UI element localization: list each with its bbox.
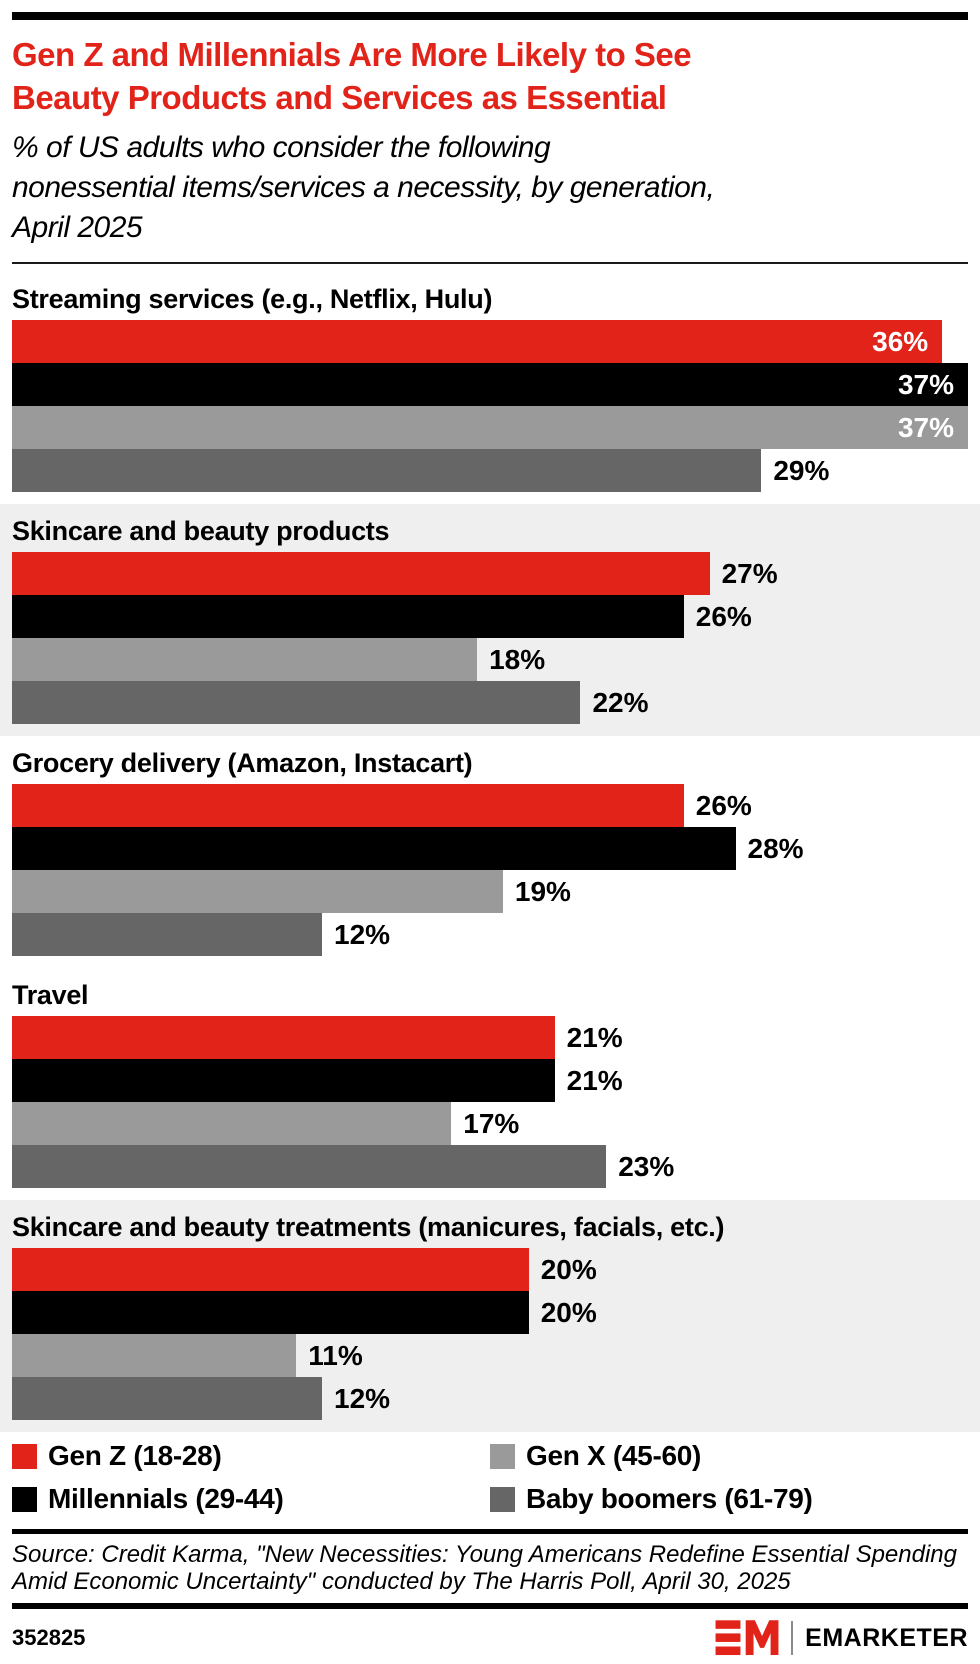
bar-row: 12% (12, 1377, 968, 1421)
bar-row: 26% (12, 784, 968, 828)
emarketer-logo-icon (715, 1620, 779, 1656)
bar-row: 37% (12, 363, 968, 407)
source-note: Source: Credit Karma, "New Necessities: … (12, 1541, 957, 1596)
legend-swatch-icon (490, 1486, 515, 1512)
bar-value-label: 37% (897, 411, 954, 443)
bar-value-label: 36% (872, 325, 929, 357)
category-label: Travel (12, 980, 89, 1011)
chart-id: 352825 (12, 1625, 86, 1651)
bar-millennials-29-44 (12, 1291, 529, 1335)
bar-value-label: 37% (897, 368, 954, 400)
header-divider (12, 262, 968, 265)
bar-row: 17% (12, 1102, 968, 1146)
bar-value-label: 22% (592, 686, 649, 718)
category-group-grocery-delivery-amazon-instac: Grocery delivery (Amazon, Instacart) 26% 2… (0, 736, 980, 968)
bar-value-label: 26% (695, 789, 752, 821)
bar-gen-z-18-28 (12, 1248, 529, 1292)
bar-value-label: 20% (540, 1253, 597, 1285)
category-group-skincare-and-beauty-treatments: Skincare and beauty treatments (manicure… (0, 1200, 980, 1433)
category-group-travel: Travel 21% 21% 17% 23% (0, 968, 980, 1200)
bar-gen-x-45-60 (12, 1334, 297, 1378)
bar-millennials-29-44 (12, 595, 684, 639)
bar-value-label: 27% (721, 557, 778, 589)
bar-value-label: 23% (618, 1150, 675, 1182)
legend-swatch-icon (12, 1486, 37, 1512)
bar-gen-x-45-60 (12, 870, 503, 914)
chart-legend: Gen Z (18-28) Millennials (29-44) Gen X (4… (12, 1440, 968, 1515)
legend-item-gen-z-18-28: Gen Z (18-28) (12, 1440, 490, 1472)
bar-value-label: 18% (489, 643, 546, 675)
legend-swatch-icon (12, 1443, 37, 1469)
bar-row: 19% (12, 870, 968, 914)
bar-row: 18% (12, 638, 968, 682)
bar-row: 11% (12, 1334, 968, 1378)
bar-millennials-29-44 (12, 827, 736, 871)
bar-row: 21% (12, 1016, 968, 1060)
bar-value-label: 28% (747, 832, 804, 864)
bar-value-label: 17% (463, 1107, 520, 1139)
bar-row: 26% (12, 595, 968, 639)
source-divider-top (12, 1529, 968, 1535)
bar-row: 12% (12, 913, 968, 957)
bar-row: 20% (12, 1248, 968, 1292)
category-group-skincare-and-beauty-products: Skincare and beauty products 27% 26% 18% 22% (0, 504, 980, 737)
bar-gen-z-18-28 (12, 1016, 555, 1060)
legend-label: Millennials (29-44) (48, 1483, 284, 1515)
legend-item-millennials-29-44: Millennials (29-44) (12, 1483, 490, 1515)
bar-value-label: 29% (773, 454, 830, 486)
bar-gen-x-45-60 (12, 638, 478, 682)
legend-label: Gen X (45-60) (526, 1440, 702, 1472)
category-label: Skincare and beauty products (12, 516, 390, 547)
bar-gen-x-45-60: 37% (12, 406, 968, 450)
bar-baby-boomers-61-79 (12, 913, 323, 957)
bar-gen-z-18-28: 36% (12, 320, 943, 364)
bar-value-label: 19% (514, 875, 571, 907)
footer: 352825 EMARKETER (12, 1619, 968, 1657)
bar-row: 20% (12, 1291, 968, 1335)
bar-row: 22% (12, 681, 968, 725)
bar-baby-boomers-61-79 (12, 1145, 607, 1189)
bar-row: 37% (12, 406, 968, 450)
legend-swatch-icon (490, 1443, 515, 1469)
bar-value-label: 21% (566, 1064, 623, 1096)
bar-row: 23% (12, 1145, 968, 1189)
bar-gen-x-45-60 (12, 1102, 452, 1146)
bar-value-label: 12% (334, 918, 391, 950)
page-title: Gen Z and Millennials Are More Likely to… (12, 36, 692, 117)
bar-baby-boomers-61-79 (12, 1377, 323, 1421)
bar-row: 36% (12, 320, 968, 364)
bar-baby-boomers-61-79 (12, 449, 762, 493)
legend-item-baby-boomers-61-79: Baby boomers (61-79) (490, 1483, 968, 1515)
bar-row: 21% (12, 1059, 968, 1103)
category-label: Skincare and beauty treatments (manicure… (12, 1212, 725, 1243)
brand-lockup: EMARKETER (715, 1619, 968, 1657)
category-group-streaming-services-e-g-netflix: Streaming services (e.g., Netflix, Hulu)… (0, 272, 980, 504)
brand-name: EMARKETER (805, 1623, 968, 1652)
page-subtitle: % of US adults who consider the followin… (12, 131, 715, 245)
brand-divider (791, 1621, 794, 1656)
bar-value-label: 12% (334, 1382, 391, 1414)
bar-row: 27% (12, 552, 968, 596)
category-label: Streaming services (e.g., Netflix, Hulu) (12, 284, 493, 315)
bar-row: 29% (12, 449, 968, 493)
bar-value-label: 20% (540, 1296, 597, 1328)
top-rule (12, 12, 968, 20)
bar-value-label: 11% (308, 1339, 363, 1371)
bar-value-label: 26% (695, 600, 752, 632)
source-divider-bottom (12, 1603, 968, 1610)
category-label: Grocery delivery (Amazon, Instacart) (12, 748, 473, 779)
bar-value-label: 21% (566, 1021, 623, 1053)
bar-baby-boomers-61-79 (12, 681, 581, 725)
bar-gen-z-18-28 (12, 552, 710, 596)
legend-label: Baby boomers (61-79) (526, 1483, 813, 1515)
bar-gen-z-18-28 (12, 784, 684, 828)
legend-item-gen-x-45-60: Gen X (45-60) (490, 1440, 968, 1472)
legend-label: Gen Z (18-28) (48, 1440, 222, 1472)
bar-millennials-29-44: 37% (12, 363, 968, 407)
bar-chart: Streaming services (e.g., Netflix, Hulu)… (0, 272, 980, 1433)
bar-row: 28% (12, 827, 968, 871)
bar-millennials-29-44 (12, 1059, 555, 1103)
